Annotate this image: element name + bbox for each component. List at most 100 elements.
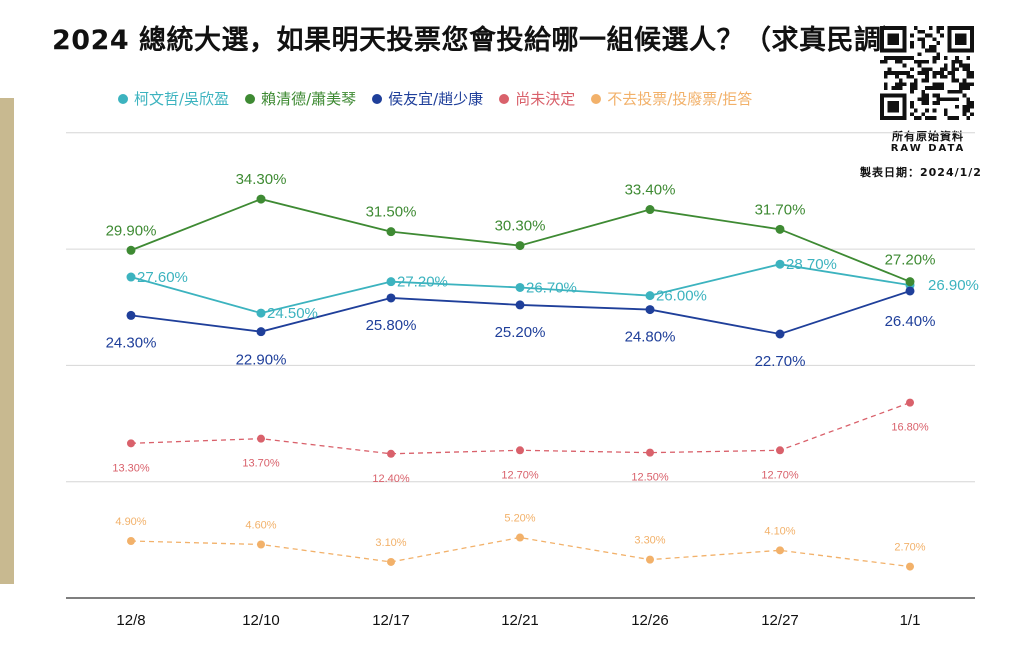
data-label-hou: 25.80% — [366, 317, 417, 334]
data-label-undecided: 13.30% — [112, 462, 150, 474]
data-label-lai: 29.90% — [106, 222, 157, 239]
data-point-undecided — [387, 449, 395, 458]
raw-data-label-en: RAW DATA — [890, 143, 966, 154]
data-label-novote: 4.90% — [115, 516, 146, 528]
data-point-lai — [386, 227, 396, 237]
data-label-hou: 24.80% — [625, 329, 676, 346]
series-line-novote — [130, 536, 911, 568]
legend-dot-lai — [245, 93, 256, 104]
data-point-ko — [126, 272, 136, 282]
data-point-lai — [775, 224, 785, 234]
data-point-undecided — [646, 448, 654, 457]
chart-date: 製表日期：2024/1/2 — [860, 166, 982, 179]
data-label-novote: 3.30% — [634, 535, 665, 547]
legend-item-undecided: 尚未決定 — [499, 88, 575, 109]
data-point-novote — [387, 557, 395, 566]
data-point-ko — [386, 277, 396, 287]
data-label-novote: 5.20% — [504, 513, 535, 525]
x-tick-label: 12/27 — [761, 612, 799, 629]
data-point-hou — [515, 300, 525, 310]
data-point-hou — [905, 286, 915, 296]
data-label-undecided: 12.70% — [761, 469, 799, 481]
data-label-novote: 4.10% — [764, 525, 795, 537]
data-point-hou — [645, 305, 655, 315]
legend-label-novote: 不去投票/投廢票/拒答 — [607, 90, 753, 108]
legend-label-hou: 侯友宜/趙少康 — [388, 90, 484, 108]
side-accent-bar — [0, 98, 14, 584]
legend-item-lai: 賴清德/蕭美琴 — [245, 88, 356, 109]
data-label-hou: 22.90% — [236, 352, 287, 369]
data-label-ko: 27.20% — [397, 274, 448, 291]
legend-dot-novote — [591, 93, 602, 104]
data-label-undecided: 12.40% — [372, 473, 410, 485]
data-label-novote: 3.10% — [375, 537, 406, 549]
legend-label-lai: 賴清德/蕭美琴 — [261, 90, 357, 108]
data-label-hou: 22.70% — [755, 353, 806, 370]
legend-dot-ko — [118, 93, 128, 104]
data-point-ko — [775, 259, 785, 269]
data-label-undecided: 16.80% — [891, 422, 929, 434]
data-label-lai: 27.20% — [885, 252, 936, 269]
data-point-lai — [126, 245, 136, 255]
data-point-undecided — [776, 446, 784, 455]
data-point-hou — [126, 310, 136, 320]
data-point-hou — [256, 327, 266, 337]
data-label-undecided: 12.50% — [631, 472, 669, 484]
data-point-novote — [906, 562, 914, 571]
data-label-hou: 24.30% — [106, 334, 157, 351]
data-point-lai — [645, 205, 655, 215]
data-label-lai: 34.30% — [236, 171, 287, 188]
x-tick-label: 12/21 — [501, 612, 539, 629]
x-tick-label: 12/26 — [631, 612, 669, 629]
data-label-lai: 30.30% — [495, 218, 546, 235]
legend: 柯文哲/吳欣盈 賴清德/蕭美琴 侯友宜/趙少康 尚未決定 不去投票/投廢票/拒答 — [118, 88, 752, 109]
data-point-undecided — [127, 439, 135, 448]
data-label-lai: 31.70% — [755, 201, 806, 218]
data-point-novote — [646, 555, 654, 564]
data-point-lai — [256, 194, 266, 204]
x-tick-label: 1/1 — [900, 612, 921, 629]
data-point-novote — [516, 533, 524, 542]
data-point-lai — [905, 277, 915, 287]
data-point-lai — [515, 241, 525, 251]
data-label-ko: 26.90% — [928, 277, 979, 294]
data-point-undecided — [906, 398, 914, 407]
data-point-novote — [257, 540, 265, 549]
legend-item-ko: 柯文哲/吳欣盈 — [118, 88, 229, 109]
data-point-novote — [776, 546, 784, 555]
data-label-novote: 4.60% — [245, 520, 276, 532]
chart-title: 2024 總統大選，如果明天投票您會投給哪一組候選人？（求真民調） — [52, 25, 910, 56]
data-point-ko — [256, 308, 266, 318]
legend-dot-undecided — [499, 93, 510, 104]
data-label-hou: 26.40% — [885, 313, 936, 330]
legend-label-ko: 柯文哲/吳欣盈 — [134, 90, 230, 108]
data-label-novote: 2.70% — [894, 542, 925, 554]
data-point-novote — [127, 537, 135, 546]
data-label-undecided: 13.70% — [242, 458, 280, 470]
x-tick-label: 12/17 — [372, 612, 410, 629]
x-tick-label: 12/10 — [242, 612, 280, 629]
series-line-undecided — [130, 402, 911, 455]
data-label-ko: 27.60% — [137, 269, 188, 286]
legend-item-novote: 不去投票/投廢票/拒答 — [591, 88, 752, 109]
legend-item-hou: 侯友宜/趙少康 — [372, 88, 483, 109]
data-label-ko: 28.70% — [786, 256, 837, 273]
data-point-hou — [775, 329, 785, 339]
data-point-undecided — [516, 446, 524, 455]
data-label-hou: 25.20% — [495, 324, 546, 341]
data-point-ko — [645, 291, 655, 301]
legend-dot-hou — [372, 93, 383, 104]
data-label-undecided: 12.70% — [501, 469, 539, 481]
legend-label-undecided: 尚未決定 — [515, 90, 576, 108]
data-label-ko: 24.50% — [267, 305, 318, 322]
data-label-lai: 33.40% — [625, 182, 676, 199]
qr-code[interactable] — [880, 26, 974, 120]
data-point-undecided — [257, 434, 265, 443]
data-label-ko: 26.00% — [656, 288, 707, 305]
data-point-hou — [386, 293, 396, 303]
x-tick-label: 12/8 — [116, 612, 145, 629]
data-point-ko — [515, 282, 525, 292]
data-label-ko: 26.70% — [526, 279, 577, 296]
data-label-lai: 31.50% — [366, 204, 417, 221]
